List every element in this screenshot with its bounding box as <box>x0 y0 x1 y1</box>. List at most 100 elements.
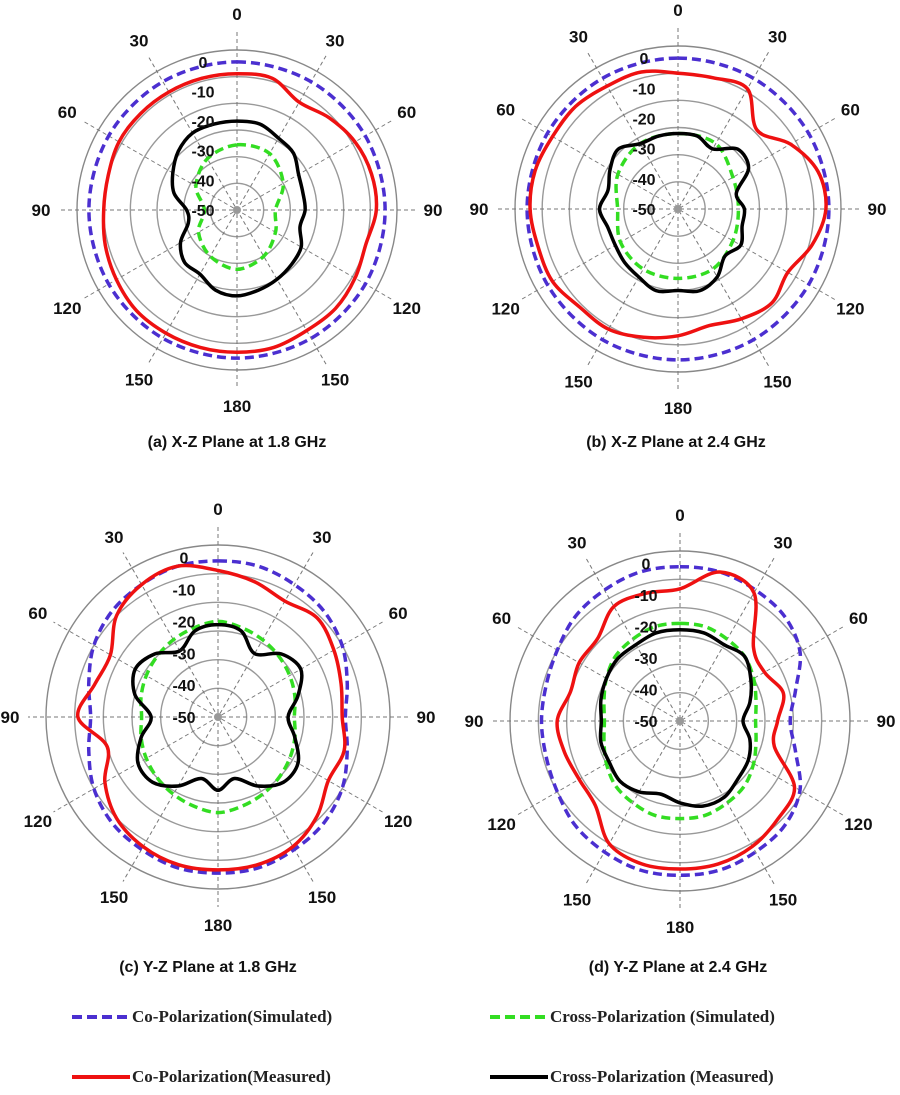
angle-label: 60 <box>849 609 868 628</box>
angle-label: 30 <box>568 534 587 553</box>
angle-label: 120 <box>487 815 515 834</box>
angle-label: 120 <box>384 812 412 831</box>
angle-label: 90 <box>868 200 887 219</box>
radial-tick-label: -10 <box>634 588 657 605</box>
legend-label: Cross-Polarization (Measured) <box>550 1067 774 1086</box>
chart-title: (b) X-Z Plane at 2.4 GHz <box>586 434 766 451</box>
series-co-polarization-simulated <box>525 56 831 362</box>
radial-tick-label: -40 <box>172 678 195 695</box>
angle-label: 120 <box>491 300 519 319</box>
angle-label: 150 <box>321 371 349 390</box>
series-cross-polarization-measured <box>170 119 307 298</box>
polar-chart-1: 0 -10 -20 -30 -40 -50 0 30 60 90 120 150 180 150 120 90… <box>32 5 443 451</box>
radial-tick-label: -30 <box>172 646 195 663</box>
legend-label: Co-Polarization(Simulated) <box>132 1007 332 1026</box>
angle-label: 150 <box>308 888 336 907</box>
radial-tick-label: -10 <box>172 583 195 600</box>
center-dot <box>233 206 241 214</box>
angle-label: 30 <box>326 31 345 50</box>
chart-title: (a) X-Z Plane at 1.8 GHz <box>148 434 327 451</box>
radial-tick-label: 0 <box>642 557 651 574</box>
angle-label: 90 <box>1 708 20 727</box>
angle-label: 150 <box>100 888 128 907</box>
angle-label: 180 <box>664 399 692 418</box>
polar-chart-3: 0 -10 -20 -30 -40 -50 0 30 60 90 120 150 180 150 120 90… <box>1 500 436 976</box>
angle-label: 60 <box>841 101 860 120</box>
center-dot <box>214 713 222 721</box>
legend-entry: Co-Polarization(Simulated) <box>72 1007 332 1026</box>
radial-tick-label: -20 <box>191 114 214 131</box>
radial-tick-label: 0 <box>199 55 208 72</box>
series-cross-polarization-measured <box>598 627 754 809</box>
angle-label: 30 <box>313 528 332 547</box>
center-dot <box>674 205 682 213</box>
angle-label: 180 <box>204 916 232 935</box>
series-co-polarization-measured <box>555 570 797 871</box>
angle-label: 60 <box>389 604 408 623</box>
grid-circle <box>650 691 710 751</box>
series-co-polarization-measured <box>76 563 347 872</box>
angle-label: 60 <box>28 604 47 623</box>
angle-label: 30 <box>105 528 124 547</box>
radial-tick-label: -30 <box>632 142 655 159</box>
center-dot <box>676 717 684 725</box>
angle-label: 120 <box>393 299 421 318</box>
angle-label: 120 <box>836 300 864 319</box>
angle-label: 60 <box>496 101 515 120</box>
angle-label: 30 <box>569 28 588 47</box>
grid-circle <box>650 181 706 237</box>
radial-tick-label: 0 <box>640 51 649 68</box>
angle-label: 150 <box>125 371 153 390</box>
angle-label: 180 <box>223 397 251 416</box>
series-co-polarization-simulated <box>86 559 350 875</box>
angle-label: 180 <box>666 918 694 937</box>
angle-label: 90 <box>32 201 51 220</box>
grid-spoke <box>587 51 769 367</box>
radial-tick-label: 0 <box>180 551 189 568</box>
angle-label: 150 <box>564 372 592 391</box>
angle-label: 0 <box>232 5 241 24</box>
angle-label: 150 <box>563 890 591 909</box>
radial-tick-label: -30 <box>191 144 214 161</box>
angle-label: 0 <box>673 1 682 20</box>
radial-tick-label: -50 <box>634 714 657 731</box>
legend-entry: Cross-Polarization (Measured) <box>490 1067 774 1086</box>
legend-label: Co-Polarization(Measured) <box>132 1067 331 1086</box>
grid-spoke <box>587 51 769 367</box>
angle-label: 60 <box>58 103 77 122</box>
legend-entry: Co-Polarization(Measured) <box>72 1067 331 1086</box>
angle-label: 30 <box>774 534 793 553</box>
radial-tick-label: -10 <box>191 84 214 101</box>
polar-chart-2: 0 -10 -20 -30 -40 -50 0 30 60 90 120 150 180 150 120 90… <box>470 1 887 451</box>
series-cross-polarization-measured <box>597 131 751 294</box>
radial-tick-label: -50 <box>632 202 655 219</box>
angle-label: 120 <box>53 299 81 318</box>
radial-tick-label: -30 <box>634 651 657 668</box>
legend-entry: Cross-Polarization (Simulated) <box>490 1007 775 1026</box>
angle-label: 120 <box>24 812 52 831</box>
angle-label: 60 <box>397 103 416 122</box>
radial-tick-label: -20 <box>634 620 657 637</box>
angle-label: 30 <box>130 31 149 50</box>
angle-label: 90 <box>877 712 896 731</box>
series-cross-polarization-measured <box>131 622 304 793</box>
chart-title: (c) Y-Z Plane at 1.8 GHz <box>119 959 297 976</box>
series-co-polarization-measured <box>101 71 379 354</box>
angle-label: 150 <box>763 372 791 391</box>
radial-tick-label: -20 <box>632 111 655 128</box>
series-co-polarization-measured <box>528 69 828 340</box>
chart-title: (d) Y-Z Plane at 2.4 GHz <box>589 959 767 976</box>
grid-spoke <box>520 118 836 300</box>
angle-label: 30 <box>768 28 787 47</box>
radial-tick-label: -50 <box>172 710 195 727</box>
radial-tick-label: -40 <box>634 683 657 700</box>
grid-circle <box>73 572 363 862</box>
series-co-polarization-simulated <box>539 564 803 878</box>
angle-label: 120 <box>844 815 872 834</box>
angle-label: 150 <box>769 890 797 909</box>
angle-label: 90 <box>470 200 489 219</box>
series-co-polarization-simulated <box>87 60 387 360</box>
grid-circle <box>622 663 738 779</box>
grid-spoke <box>520 118 836 300</box>
